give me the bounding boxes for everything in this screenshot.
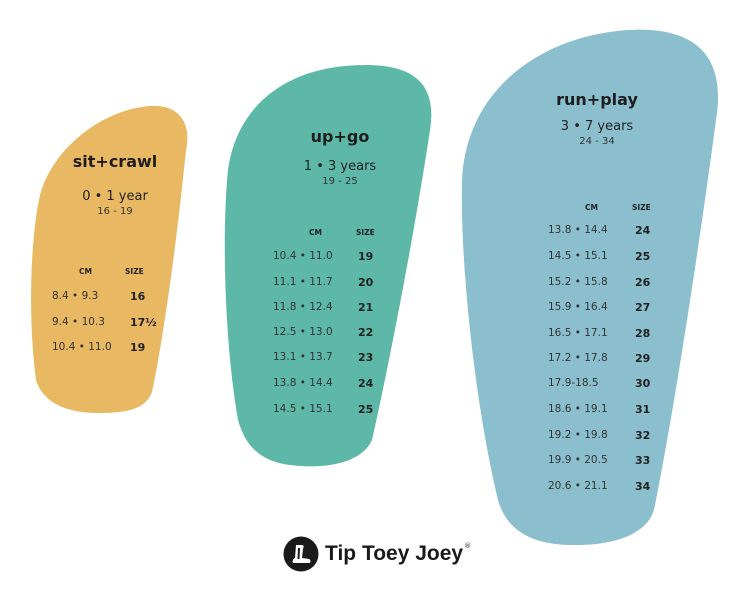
table-row-size: 25 xyxy=(358,403,374,416)
table-row-size: 24 xyxy=(635,224,651,237)
table-row-cm: 11.8 • 12.4 xyxy=(273,301,333,313)
run-play-age: 3 • 7 years xyxy=(560,119,634,134)
sit-crawl-age: 0 • 1 year xyxy=(82,189,148,204)
table-row-cm: 11.1 • 11.7 xyxy=(273,276,333,288)
table-row-cm: 9.4 • 10.3 xyxy=(52,316,105,328)
sit-crawl-title: sit+crawl xyxy=(72,152,158,171)
table-row-size: 25 xyxy=(635,250,651,263)
table-row-size: 17½ xyxy=(130,316,157,329)
table-row-cm: 12.5 • 13.0 xyxy=(273,326,333,338)
table-row-size: 26 xyxy=(635,276,651,289)
run-play-size-header: SIZE xyxy=(632,203,651,212)
table-row-cm: 8.4 • 9.3 xyxy=(52,290,99,302)
table-row-size: 31 xyxy=(635,403,651,416)
table-row-cm: 19.2 • 19.8 xyxy=(548,429,608,441)
sit-crawl-shape xyxy=(31,105,188,413)
table-row-size: 24 xyxy=(358,377,374,390)
up-go-age: 1 • 3 years xyxy=(303,159,377,174)
table-row-cm: 10.4 • 11.0 xyxy=(273,250,333,262)
brand-name: Tip Toey Joey xyxy=(325,542,464,565)
sit-crawl-size-range: 16 - 19 xyxy=(97,206,133,217)
table-row-size: 27 xyxy=(635,301,651,314)
brand-logo: Tip Toey Joey ® xyxy=(283,536,471,572)
table-row-size: 19 xyxy=(358,250,374,263)
table-row-cm: 15.2 • 15.8 xyxy=(548,276,608,288)
table-row-cm: 20.6 • 21.1 xyxy=(548,480,608,492)
sit-crawl-size-header: SIZE xyxy=(125,267,144,276)
table-row-size: 32 xyxy=(635,429,651,442)
table-row-size: 29 xyxy=(635,352,651,365)
up-go-title: up+go xyxy=(310,127,370,146)
table-row-cm: 14.5 • 15.1 xyxy=(548,250,608,262)
table-row-cm: 13.1 • 13.7 xyxy=(273,351,333,363)
table-row-size: 30 xyxy=(635,377,651,390)
table-row-cm: 17.9-18.5 xyxy=(548,377,599,389)
table-row-cm: 15.9 • 16.4 xyxy=(548,301,608,313)
table-row-size: 33 xyxy=(635,454,651,467)
run-play-shape xyxy=(461,29,719,546)
up-go-size-header: SIZE xyxy=(356,228,375,237)
up-go-cm-header: CM xyxy=(309,228,322,237)
table-row-cm: 19.9 • 20.5 xyxy=(548,454,608,466)
table-row-cm: 17.2 • 17.8 xyxy=(548,352,608,364)
run-play-title: run+play xyxy=(556,90,638,109)
table-row-cm: 10.4 • 11.0 xyxy=(52,341,112,353)
table-row-size: 21 xyxy=(358,301,374,314)
table-row-size: 19 xyxy=(130,341,146,354)
table-row-size: 16 xyxy=(130,290,146,303)
table-row-size: 20 xyxy=(358,276,374,289)
table-row-size: 28 xyxy=(635,327,651,340)
run-play-size-range: 24 - 34 xyxy=(579,136,615,147)
table-row-cm: 13.8 • 14.4 xyxy=(273,377,333,389)
table-row-cm: 14.5 • 15.1 xyxy=(273,403,333,415)
up-go-shape xyxy=(224,64,432,467)
run-play-cm-header: CM xyxy=(585,203,598,212)
table-row-cm: 16.5 • 17.1 xyxy=(548,327,608,339)
trademark: ® xyxy=(464,542,472,550)
foot-logo-icon xyxy=(283,536,319,572)
table-row-size: 23 xyxy=(358,351,374,364)
table-row-size: 34 xyxy=(635,480,651,493)
table-row-cm: 13.8 • 14.4 xyxy=(548,224,608,236)
table-row-cm: 18.6 • 19.1 xyxy=(548,403,608,415)
table-row-size: 22 xyxy=(358,326,374,339)
sit-crawl-cm-header: CM xyxy=(79,267,92,276)
up-go-size-range: 19 - 25 xyxy=(322,176,358,187)
